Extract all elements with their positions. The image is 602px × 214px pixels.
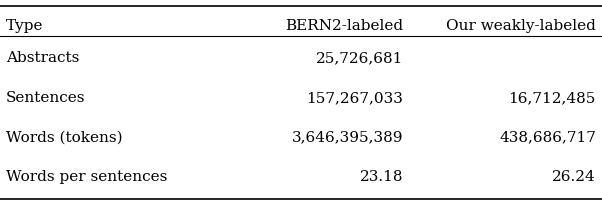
Text: Words per sentences: Words per sentences [6,170,167,184]
Text: Our weakly-labeled: Our weakly-labeled [446,19,596,33]
Text: 3,646,395,389: 3,646,395,389 [292,131,403,144]
Text: BERN2-labeled: BERN2-labeled [285,19,403,33]
Text: 23.18: 23.18 [360,170,403,184]
Text: Abstracts: Abstracts [6,51,79,65]
Text: Words (tokens): Words (tokens) [6,131,123,144]
Text: 16,712,485: 16,712,485 [509,91,596,105]
Text: 157,267,033: 157,267,033 [306,91,403,105]
Text: 26.24: 26.24 [552,170,596,184]
Text: Type: Type [6,19,43,33]
Text: Sentences: Sentences [6,91,85,105]
Text: 438,686,717: 438,686,717 [499,131,596,144]
Text: 25,726,681: 25,726,681 [316,51,403,65]
